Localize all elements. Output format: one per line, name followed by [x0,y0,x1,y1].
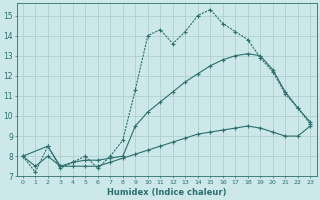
X-axis label: Humidex (Indice chaleur): Humidex (Indice chaleur) [107,188,226,197]
